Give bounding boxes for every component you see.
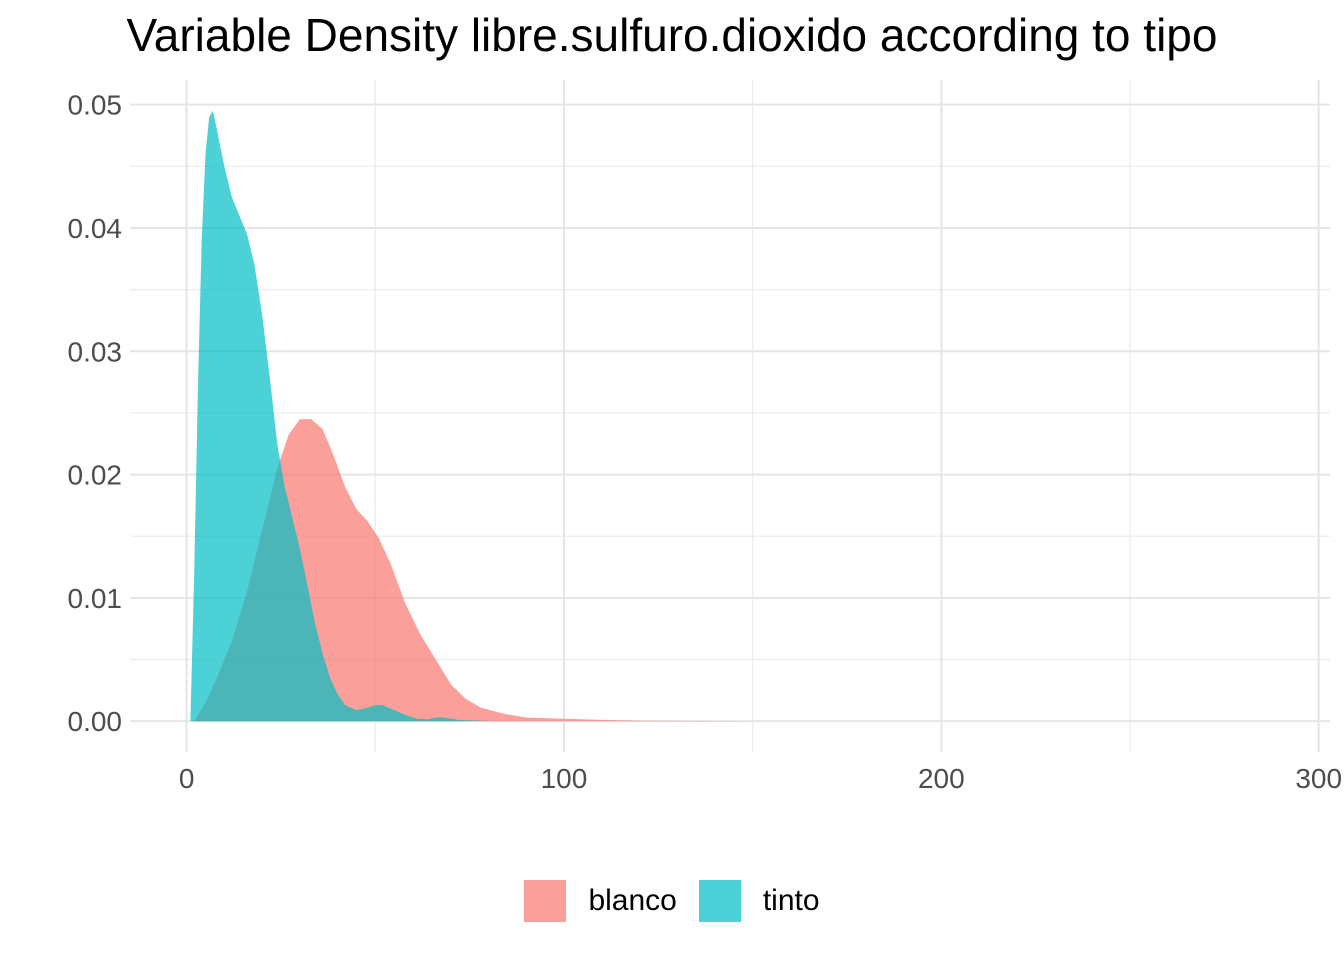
legend-label-blanco: blanco	[588, 884, 677, 917]
density-area-blanco	[194, 419, 1278, 722]
x-tick-label: 300	[1295, 763, 1342, 794]
legend-item-tinto: tinto	[698, 880, 820, 922]
y-tick-label: 0.01	[68, 583, 123, 614]
x-tick-labels: 0 100 200 300	[179, 763, 1342, 794]
x-tick-label: 0	[179, 763, 195, 794]
density-area-tinto	[190, 110, 489, 722]
density-plot: 0.00 0.01 0.02 0.03 0.04 0.05 0 100 200 300	[68, 80, 1342, 794]
y-tick-label: 0.02	[68, 460, 123, 491]
major-gridlines	[130, 80, 1330, 752]
legend-key-blanco	[524, 880, 567, 922]
y-tick-labels: 0.00 0.01 0.02 0.03 0.04 0.05	[68, 90, 123, 738]
y-tick-label: 0.03	[68, 336, 123, 367]
legend-item-blanco: blanco	[524, 880, 677, 922]
x-tick-label: 100	[541, 763, 588, 794]
y-tick-label: 0.05	[68, 90, 123, 121]
legend-key-tinto	[698, 880, 741, 922]
chart-title: Variable Density libre.sulfuro.dioxido a…	[126, 9, 1218, 61]
x-tick-label: 200	[918, 763, 965, 794]
y-tick-label: 0.04	[68, 213, 123, 244]
density-areas	[190, 110, 1278, 722]
legend: blanco tinto	[0, 880, 1344, 922]
y-tick-label: 0.00	[68, 706, 123, 737]
legend-label-tinto: tinto	[762, 884, 820, 917]
